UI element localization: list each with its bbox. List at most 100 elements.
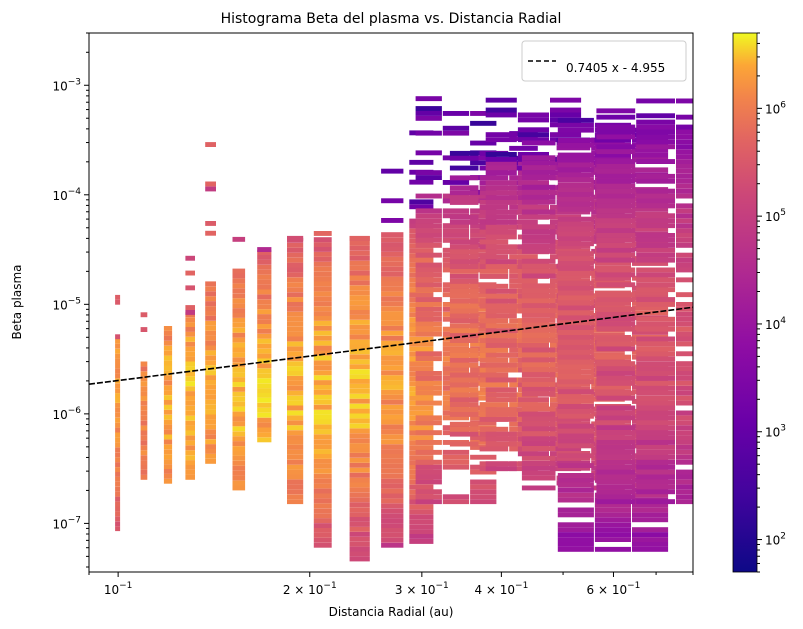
heatmap-cell: [163, 469, 173, 474]
heatmap-cell: [521, 184, 556, 190]
heatmap-cell: [349, 457, 370, 463]
heatmap-cell: [205, 340, 216, 346]
heatmap-cell: [287, 459, 304, 465]
heatmap-cell: [449, 328, 479, 334]
heatmap-cell: [556, 455, 591, 461]
heatmap-cell: [205, 186, 216, 192]
heatmap-cell: [636, 139, 675, 145]
heatmap-cell: [521, 229, 556, 235]
heatmap-cell: [596, 321, 636, 327]
heatmap-cell: [115, 407, 121, 413]
heatmap-cell: [632, 542, 669, 547]
heatmap-cell: [185, 391, 195, 396]
heatmap-cell: [521, 209, 556, 215]
heatmap-cell: [115, 393, 121, 398]
heatmap-cell: [415, 262, 442, 268]
heatmap-cell: [415, 479, 442, 485]
heatmap-cell: [313, 237, 332, 243]
heatmap-cell: [485, 107, 517, 113]
heatmap-cell: [479, 175, 509, 181]
heatmap-cell: [232, 313, 246, 318]
heatmap-cell: [521, 352, 556, 358]
heatmap-cell: [596, 124, 636, 130]
heatmap-cell: [287, 499, 304, 505]
heatmap-cell: [257, 417, 272, 423]
heatmap-cell: [636, 469, 675, 475]
heatmap-cell: [415, 489, 442, 495]
heatmap-cell: [381, 380, 404, 385]
heatmap-cell: [257, 388, 272, 393]
heatmap-cell: [185, 331, 195, 337]
heatmap-cell: [636, 297, 675, 302]
heatmap-cell: [115, 334, 121, 340]
heatmap-cell: [313, 444, 332, 450]
heatmap-cell: [557, 117, 594, 123]
heatmap-cell: [636, 351, 675, 357]
heatmap-cell: [313, 463, 332, 469]
heatmap-cell: [381, 459, 404, 464]
heatmap-cell: [485, 112, 517, 118]
heatmap-cell: [485, 352, 517, 358]
heatmap-cell: [676, 267, 693, 273]
heatmap-cell: [676, 139, 693, 145]
heatmap-cell: [415, 459, 442, 465]
heatmap-cell: [636, 119, 675, 125]
heatmap-cell: [676, 390, 693, 396]
heatmap-cell: [205, 419, 216, 425]
heatmap-cell: [381, 350, 404, 356]
heatmap-cell: [140, 430, 148, 436]
heatmap-cell: [232, 357, 246, 363]
heatmap-cell: [521, 436, 556, 442]
heatmap-cell: [287, 469, 304, 475]
heatmap-cell: [636, 430, 675, 436]
heatmap-cell: [557, 315, 594, 321]
heatmap-cell: [596, 237, 636, 243]
heatmap-cell: [557, 487, 594, 493]
heatmap-cell: [287, 242, 304, 248]
heatmap-cell: [205, 370, 216, 376]
heatmap-cell: [596, 376, 636, 381]
x-tick-label: 3 × 10−1: [395, 581, 449, 597]
heatmap-cell: [676, 292, 693, 298]
heatmap-cell: [381, 390, 404, 395]
heatmap-cell: [442, 494, 470, 500]
heatmap-cell: [381, 449, 404, 454]
heatmap-cell: [287, 277, 304, 283]
heatmap-cell: [205, 230, 216, 236]
heatmap-cell: [313, 518, 332, 523]
heatmap-cell: [676, 233, 693, 238]
heatmap-cell: [232, 441, 246, 446]
heatmap-cell: [449, 214, 479, 220]
heatmap-cell: [205, 384, 216, 390]
heatmap-cell: [381, 385, 404, 390]
heatmap-cell: [557, 266, 594, 271]
heatmap-cell: [115, 491, 121, 497]
heatmap-cell: [287, 356, 304, 362]
heatmap-cell: [557, 182, 594, 188]
heatmap-cell: [596, 297, 636, 302]
heatmap-cell: [313, 375, 332, 381]
heatmap-cell: [596, 449, 636, 455]
heatmap-cell: [163, 424, 173, 430]
heatmap-cell: [449, 357, 479, 363]
heatmap-cell: [415, 464, 442, 470]
x-tick-label: 2 × 10−1: [283, 581, 337, 597]
heatmap-cell: [596, 292, 636, 298]
heatmap-cell: [596, 415, 636, 421]
heatmap-cell: [381, 261, 404, 267]
heatmap-cell: [479, 446, 509, 452]
heatmap-cell: [381, 503, 404, 509]
heatmap-cell: [594, 507, 631, 513]
heatmap-cell: [636, 390, 675, 396]
heatmap-cell: [485, 165, 517, 171]
heatmap-cell: [185, 440, 195, 446]
heatmap-cell: [313, 532, 332, 538]
heatmap-cell: [676, 474, 693, 480]
heatmap-cell: [205, 414, 216, 420]
heatmap-cell: [349, 512, 370, 517]
heatmap-cell: [596, 464, 636, 470]
heatmap-cell: [557, 325, 594, 330]
heatmap-cell: [596, 380, 636, 386]
heatmap-cell: [521, 386, 556, 392]
heatmap-cell: [409, 509, 434, 515]
